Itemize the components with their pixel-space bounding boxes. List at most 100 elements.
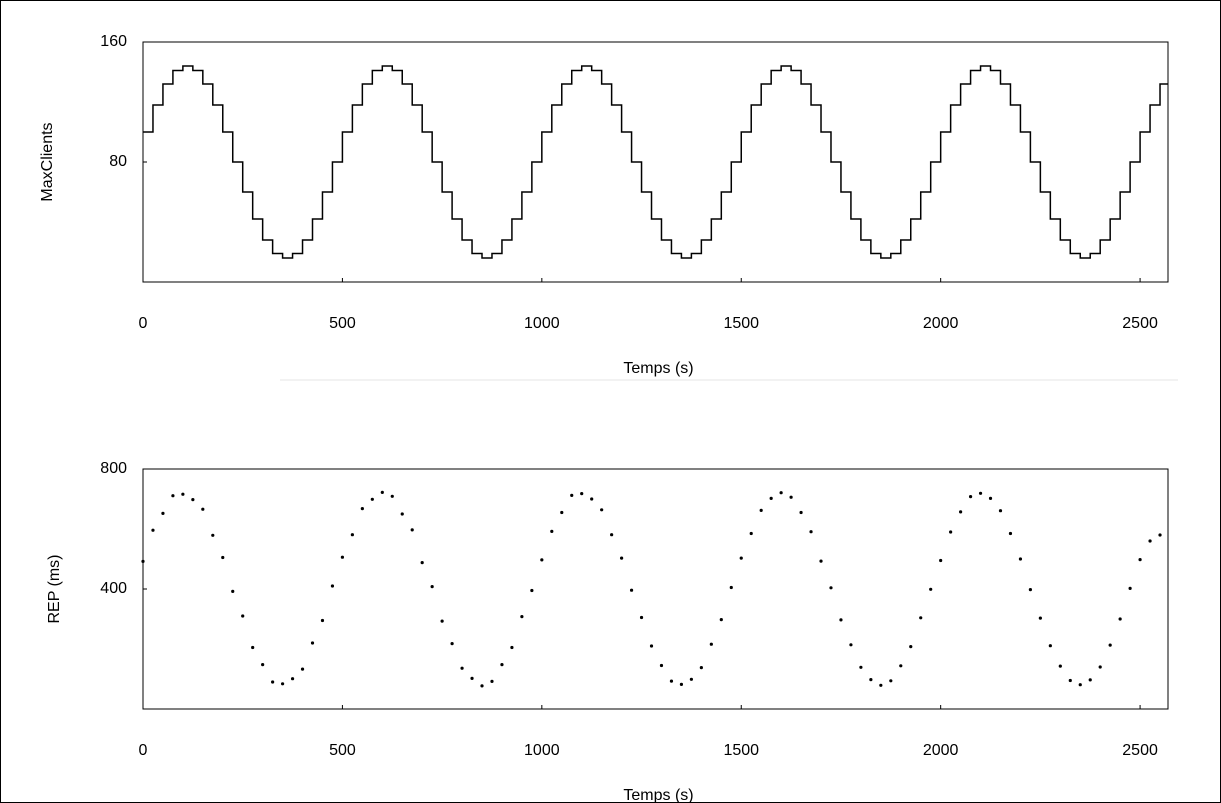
point (320, 618, 325, 623)
point (271, 680, 275, 684)
point (330, 584, 335, 588)
point (370, 497, 374, 501)
point (959, 510, 963, 514)
x-tick-label: 2000 (923, 315, 959, 332)
point (709, 642, 713, 646)
point (968, 495, 973, 499)
point (201, 507, 205, 511)
point (998, 509, 1003, 513)
point (1048, 644, 1052, 648)
point (909, 645, 913, 649)
x-axis-label: Temps (s) (623, 360, 693, 377)
point (1038, 616, 1042, 620)
point (789, 495, 793, 499)
point (490, 679, 494, 684)
point (1008, 531, 1013, 536)
point (221, 555, 225, 560)
point (759, 508, 763, 512)
point (280, 682, 285, 686)
point (171, 494, 175, 498)
point (659, 663, 664, 668)
point (859, 665, 863, 669)
point (181, 492, 185, 496)
x-axis-label: Temps (s) (623, 787, 693, 803)
point (600, 508, 604, 512)
point (889, 679, 893, 683)
point (231, 589, 235, 594)
point (610, 533, 614, 537)
x-tick-label: 0 (139, 315, 148, 332)
point (420, 561, 424, 565)
y-axis-label: MaxClients (39, 122, 56, 201)
point (679, 682, 684, 687)
point (500, 663, 504, 667)
point (939, 558, 943, 563)
point (619, 556, 624, 560)
point (520, 615, 524, 619)
point (350, 533, 354, 537)
point (719, 618, 723, 622)
point (978, 491, 983, 495)
point (869, 678, 873, 682)
point (1138, 558, 1142, 562)
point (629, 588, 634, 592)
point (1018, 557, 1023, 561)
y-tick-label: 80 (109, 153, 127, 170)
point (1158, 533, 1162, 537)
point (480, 684, 484, 688)
point (261, 663, 265, 667)
point (540, 558, 544, 562)
point (1118, 617, 1122, 621)
point (191, 498, 195, 502)
point (151, 528, 155, 532)
point (749, 531, 753, 536)
point (211, 533, 215, 537)
point (649, 644, 654, 648)
point (1148, 539, 1152, 543)
point (799, 510, 803, 515)
point (550, 529, 554, 534)
x-tick-label: 500 (329, 315, 356, 332)
point (450, 642, 454, 646)
y-tick-label: 160 (100, 33, 127, 50)
point (729, 585, 733, 590)
point (1128, 586, 1132, 591)
point (1058, 664, 1062, 668)
point (141, 559, 145, 564)
y-axis-label: REP (ms) (46, 554, 63, 623)
point (949, 530, 953, 534)
y-tick-label: 800 (100, 460, 127, 477)
point (560, 510, 564, 515)
point (769, 496, 773, 500)
point (470, 676, 474, 681)
y-tick-label: 400 (100, 580, 127, 597)
point (849, 643, 853, 647)
point (290, 677, 295, 681)
point (1108, 643, 1112, 647)
x-tick-label: 2500 (1122, 315, 1158, 332)
point (340, 555, 345, 559)
point (380, 490, 384, 494)
point (819, 559, 823, 563)
point (839, 618, 843, 622)
point (530, 588, 534, 593)
point (360, 507, 364, 511)
point (300, 667, 305, 671)
point (988, 496, 993, 500)
x-tick-label: 1500 (723, 742, 759, 759)
point (829, 586, 833, 590)
point (669, 679, 674, 683)
point (639, 615, 644, 620)
point (1098, 665, 1102, 669)
point (241, 614, 245, 618)
point (919, 616, 923, 620)
point (779, 491, 783, 495)
x-tick-label: 2500 (1122, 742, 1158, 759)
point (430, 585, 434, 589)
point (1068, 678, 1072, 683)
point (510, 645, 514, 650)
point (460, 666, 464, 670)
x-tick-label: 500 (329, 742, 356, 759)
point (699, 666, 703, 670)
